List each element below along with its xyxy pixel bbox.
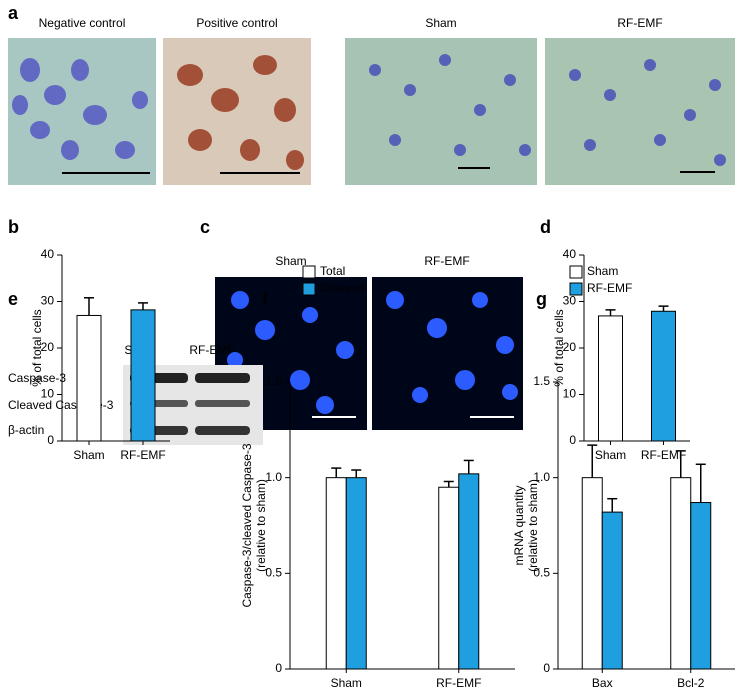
y-tick-label: 40 — [41, 247, 55, 261]
x-tick-label: RF-EMF — [120, 448, 165, 462]
blot-row: Caspase-3 — [8, 371, 66, 385]
panel-letter: f — [262, 289, 269, 309]
bar — [581, 477, 603, 670]
x-tick-label: Bax — [592, 676, 613, 687]
x-tick-label: Sham — [595, 448, 626, 462]
panel-letter: a — [8, 3, 19, 23]
bar — [130, 309, 156, 442]
panel-letter: e — [8, 289, 18, 309]
y-tick-label: 0 — [543, 661, 550, 675]
image-label: Sham — [275, 254, 306, 268]
panel-letter: g — [536, 289, 547, 309]
legend-swatch — [569, 282, 583, 296]
micrographs-a — [8, 38, 735, 185]
blot-column: RF-EMF — [189, 343, 234, 357]
y-tick-label: 30 — [563, 294, 577, 308]
bar — [438, 486, 460, 670]
image-label: RF-EMF — [617, 16, 662, 30]
bar — [325, 477, 347, 670]
y-tick-label: 40 — [563, 247, 577, 261]
y-tick-label: 30 — [41, 294, 55, 308]
image-label: Positive control — [196, 16, 277, 30]
y-tick-label: 10 — [563, 387, 577, 401]
x-tick-label: RF-EMF — [641, 448, 686, 462]
legend-label: Sham — [587, 264, 618, 278]
y-tick-label: 0.5 — [265, 566, 282, 580]
y-tick-label: 0 — [275, 661, 282, 675]
y-axis-label: mRNA quantity — [512, 485, 526, 565]
legend-swatch — [302, 265, 316, 279]
bar — [651, 310, 676, 442]
y-tick-label: 10 — [41, 387, 55, 401]
x-tick-label: Sham — [331, 676, 362, 687]
y-tick-label: 1.5 — [533, 374, 550, 388]
legend-label: RF-EMF — [587, 281, 632, 295]
legend-label: Cleaved — [320, 281, 364, 295]
y-axis-label: Caspase-3/cleaved Caspase-3 — [240, 443, 254, 607]
y-tick-label: 1.5 — [265, 374, 282, 388]
y-axis-label: (relative to sham) — [526, 479, 540, 572]
panel-letter: c — [200, 217, 210, 237]
bar — [345, 477, 367, 670]
y-tick-label: 0.5 — [533, 566, 550, 580]
image-label: Sham — [425, 16, 456, 30]
y-tick-label: 0 — [569, 433, 576, 447]
x-tick-label: Bcl-2 — [677, 676, 705, 687]
bar — [670, 477, 692, 670]
y-tick-label: 20 — [563, 340, 577, 354]
image-label: RF-EMF — [424, 254, 469, 268]
legend-swatch — [569, 265, 583, 279]
y-axis-label: % of total cells — [30, 309, 44, 386]
bar — [598, 315, 623, 442]
legend-label: Total — [320, 264, 345, 278]
x-tick-label: Sham — [73, 448, 104, 462]
bar — [601, 511, 623, 670]
legend-swatch — [302, 282, 316, 296]
panel-letter: b — [8, 217, 19, 237]
x-tick-label: RF-EMF — [436, 676, 481, 687]
y-axis-label: (relative to sham) — [254, 479, 268, 572]
image-label: Negative control — [39, 16, 126, 30]
y-axis-label: % of total cells — [552, 309, 566, 386]
bar — [76, 314, 102, 442]
blot-row: β-actin — [8, 423, 44, 437]
bar — [690, 502, 712, 670]
y-tick-label: 20 — [41, 340, 55, 354]
y-tick-label: 0 — [47, 433, 54, 447]
bar — [458, 473, 480, 670]
y-tick-label: 1.0 — [265, 470, 282, 484]
panel-letter: d — [540, 217, 551, 237]
y-tick-label: 1.0 — [533, 470, 550, 484]
